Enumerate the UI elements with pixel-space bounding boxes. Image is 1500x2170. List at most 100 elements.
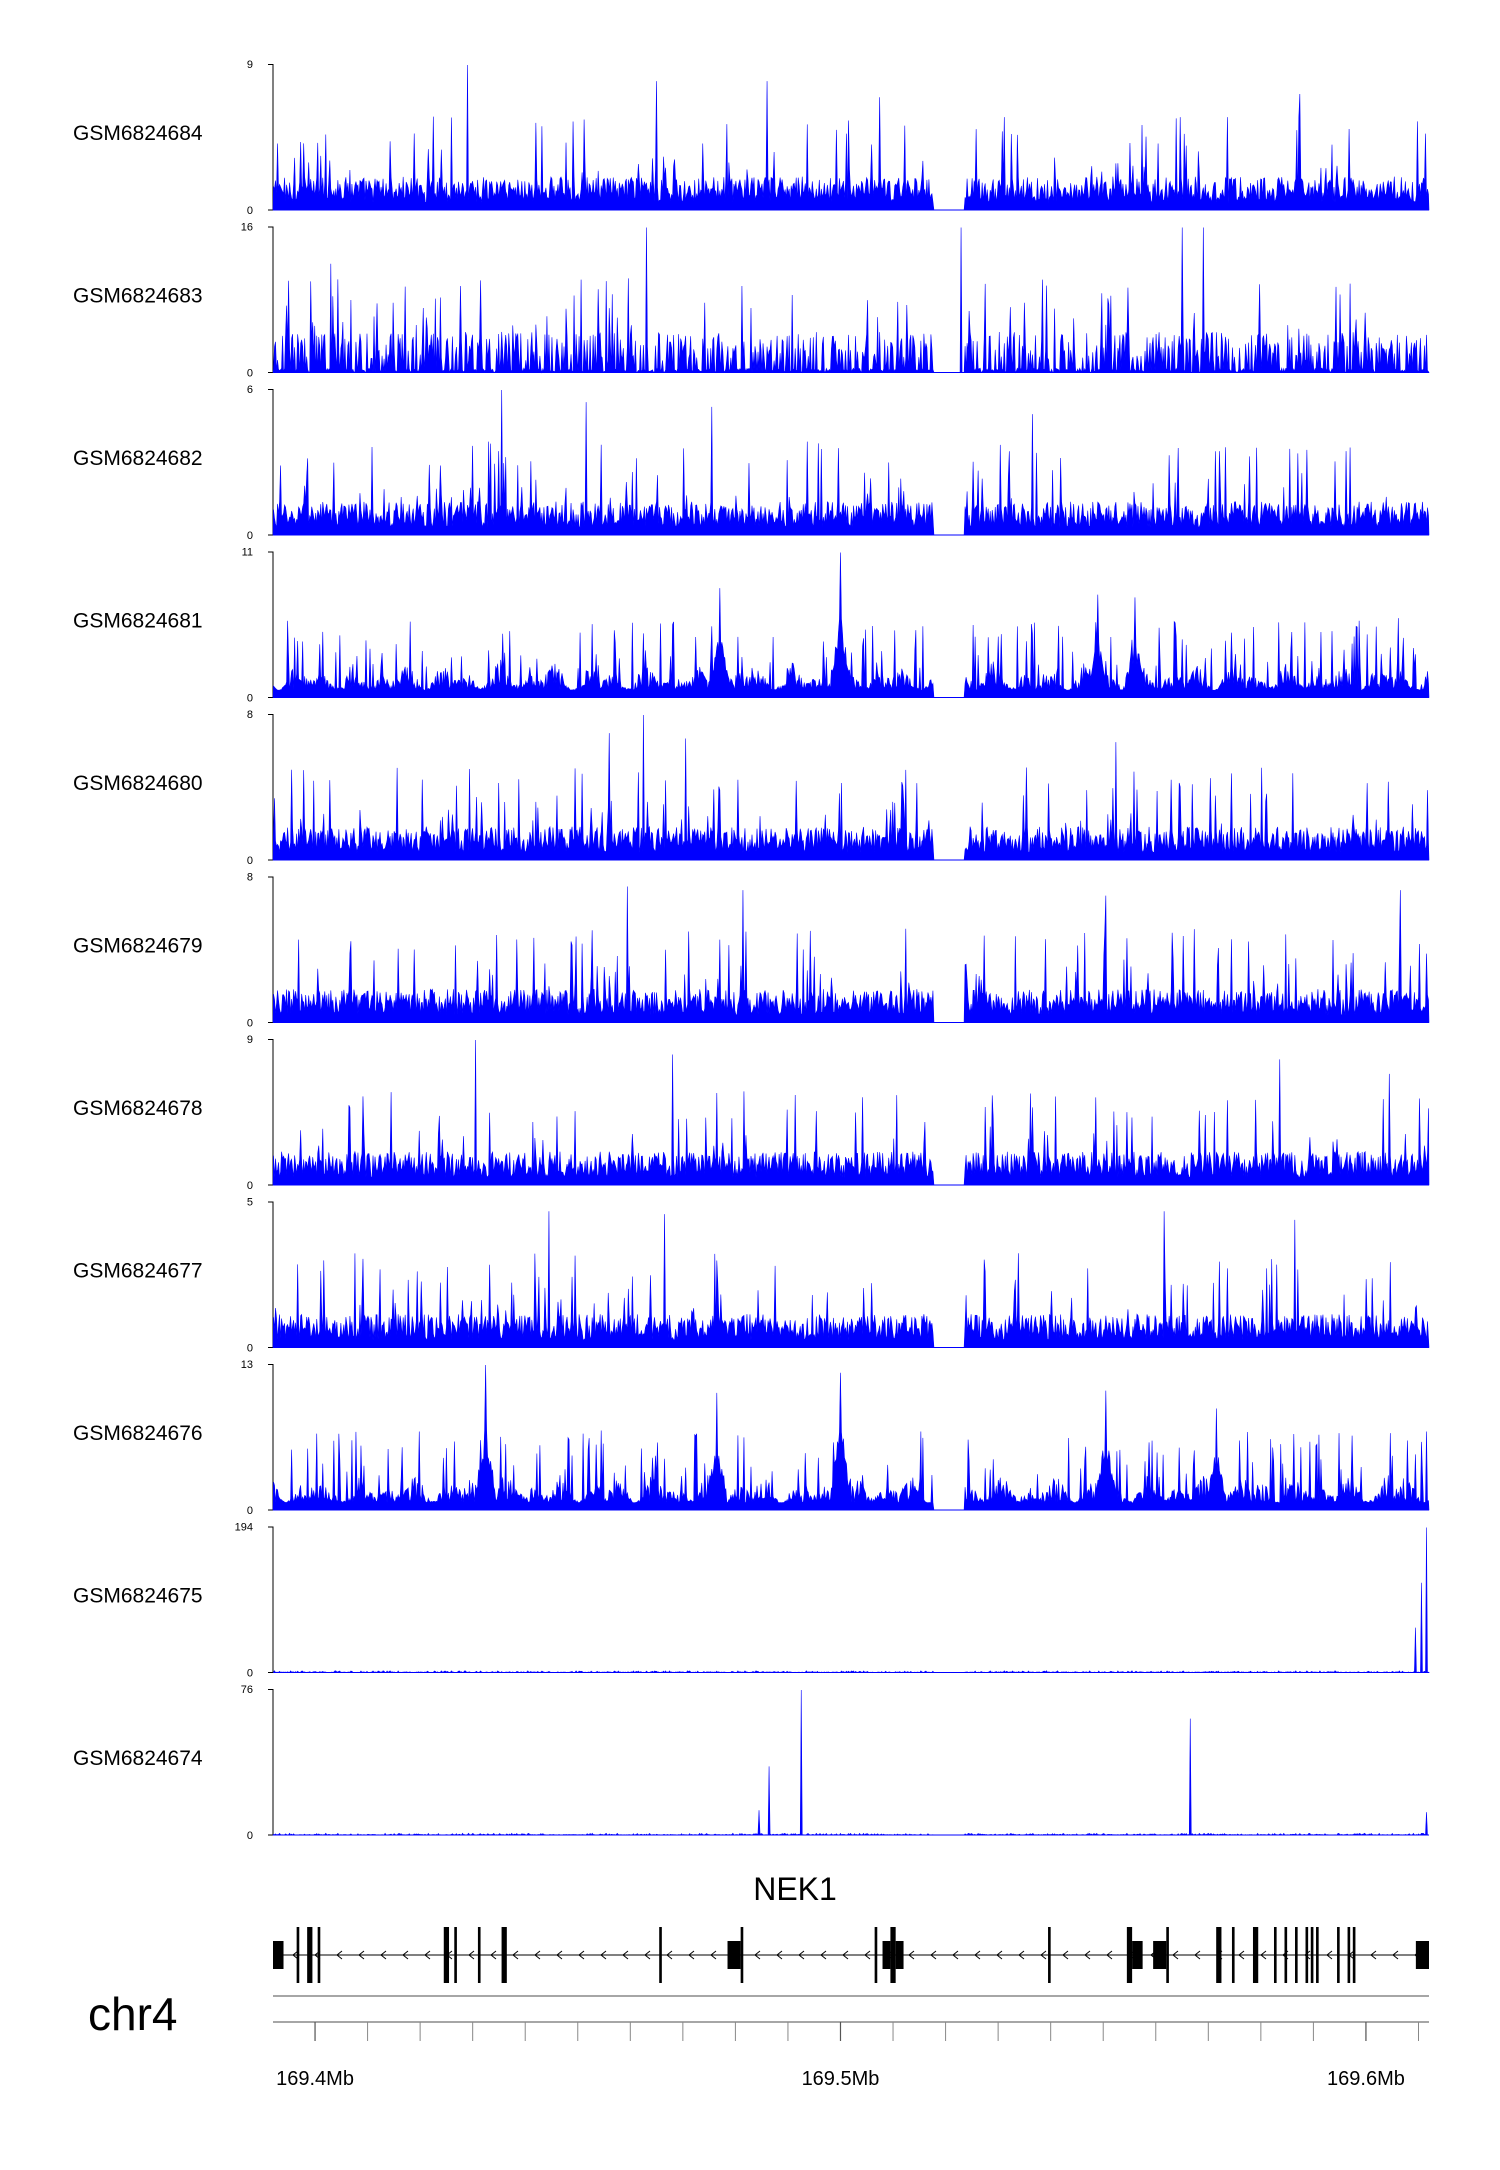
strand-arrow [1260,1950,1267,1960]
coverage-area [272,1039,1430,1186]
y-max-label: 8 [247,709,253,721]
strand-arrow [798,1950,805,1960]
strand-arrow [292,1950,299,1960]
y-max-label: 6 [247,384,253,396]
strand-arrow [688,1950,695,1960]
strand-arrow [1370,1950,1377,1960]
exon-block [1166,1927,1169,1983]
track-label: GSM6824678 [73,1097,203,1120]
y-max-label: 194 [235,1522,253,1534]
x-tick-label: 169.6Mb [1327,2068,1405,2090]
exon-block [307,1927,313,1983]
strand-arrow [622,1950,629,1960]
exon-block [1216,1927,1222,1983]
strand-arrow [468,1950,475,1960]
strand-arrow [1018,1950,1025,1960]
y-min-label: 0 [247,693,253,705]
exon-block [895,1941,904,1969]
track-GSM6824678: GSM6824678 9 0 [73,1034,1430,1192]
coverage-area [272,389,1430,536]
strand-arrow [776,1950,783,1960]
strand-arrow [336,1950,343,1960]
exon-block [296,1927,300,1983]
exon-block [1310,1927,1314,1983]
track-GSM6824682: GSM6824682 6 0 [73,384,1430,542]
strand-arrow [1238,1950,1245,1960]
track-label: GSM6824680 [73,772,203,795]
y-min-label: 0 [247,1018,253,1030]
strand-arrow [952,1950,959,1960]
strand-arrow [710,1950,717,1960]
strand-arrow [842,1950,849,1960]
strand-arrow [600,1950,607,1960]
strand-arrow [974,1950,981,1960]
gene-name-label: NEK1 [753,1871,837,1907]
chromosome-label: chr4 [88,1988,177,2040]
track-label: GSM6824682 [73,447,203,470]
x-tick-label: 169.4Mb [276,2068,354,2090]
exon-block [1337,1927,1340,1983]
strand-arrow [1084,1950,1091,1960]
strand-arrow [380,1950,387,1960]
strand-arrow [424,1950,431,1960]
y-max-label: 76 [241,1684,253,1696]
exon-block [1295,1927,1298,1983]
coverage-area [272,1527,1430,1673]
y-max-label: 9 [247,1034,253,1046]
strand-arrow [820,1950,827,1960]
coverage-area [272,64,1430,211]
track-label: GSM6824684 [73,122,203,145]
y-min-label: 0 [247,1505,253,1517]
exon-block [1352,1927,1356,1983]
track-GSM6824677: GSM6824677 5 0 [73,1197,1430,1355]
exon-block [890,1927,896,1983]
y-min-label: 0 [247,855,253,867]
strand-arrow [512,1950,519,1960]
exon-block [1305,1927,1309,1983]
strand-arrow [1194,1950,1201,1960]
y-min-label: 0 [247,1343,253,1355]
y-max-label: 13 [241,1359,253,1371]
strand-arrow [754,1950,761,1960]
exon-block [1347,1927,1351,1983]
track-label: GSM6824677 [73,1259,203,1282]
coverage-area [272,1364,1430,1511]
exon-block [874,1927,878,1983]
x-tick-label: 169.5Mb [802,2068,880,2090]
strand-arrow [1392,1950,1399,1960]
y-max-label: 11 [242,547,253,559]
exon-block [1231,1927,1235,1983]
exon-block [659,1927,662,1983]
exon-block [727,1941,741,1969]
strand-arrow [358,1950,365,1960]
exon-block [443,1927,450,1983]
exon-block [477,1927,481,1983]
exon-block [1126,1927,1133,1983]
strand-arrow [930,1950,937,1960]
track-GSM6824680: GSM6824680 8 0 [73,709,1430,867]
strand-arrow [578,1950,585,1960]
track-GSM6824674: GSM6824674 76 0 [73,1684,1430,1842]
track-label: GSM6824683 [73,284,203,307]
exon-block [1415,1941,1429,1969]
y-max-label: 16 [241,222,253,234]
track-label: GSM6824675 [73,1584,203,1607]
y-min-label: 0 [247,205,253,217]
track-GSM6824684: GSM6824684 9 0 [73,59,1430,217]
strand-arrow [666,1950,673,1960]
strand-arrow [556,1950,563,1960]
y-max-label: 9 [247,59,253,71]
exon-block [1273,1927,1277,1983]
strand-arrow [1040,1950,1047,1960]
track-label: GSM6824681 [73,609,203,632]
exon-block [1153,1941,1167,1969]
strand-arrow [1172,1950,1179,1960]
track-label: GSM6824674 [73,1747,203,1770]
exon-block [273,1941,284,1969]
coverage-area [272,552,1430,698]
track-GSM6824679: GSM6824679 8 0 [73,872,1430,1030]
track-GSM6824675: GSM6824675 194 0 [73,1522,1430,1680]
strand-arrow [644,1950,651,1960]
strand-arrow [490,1950,497,1960]
